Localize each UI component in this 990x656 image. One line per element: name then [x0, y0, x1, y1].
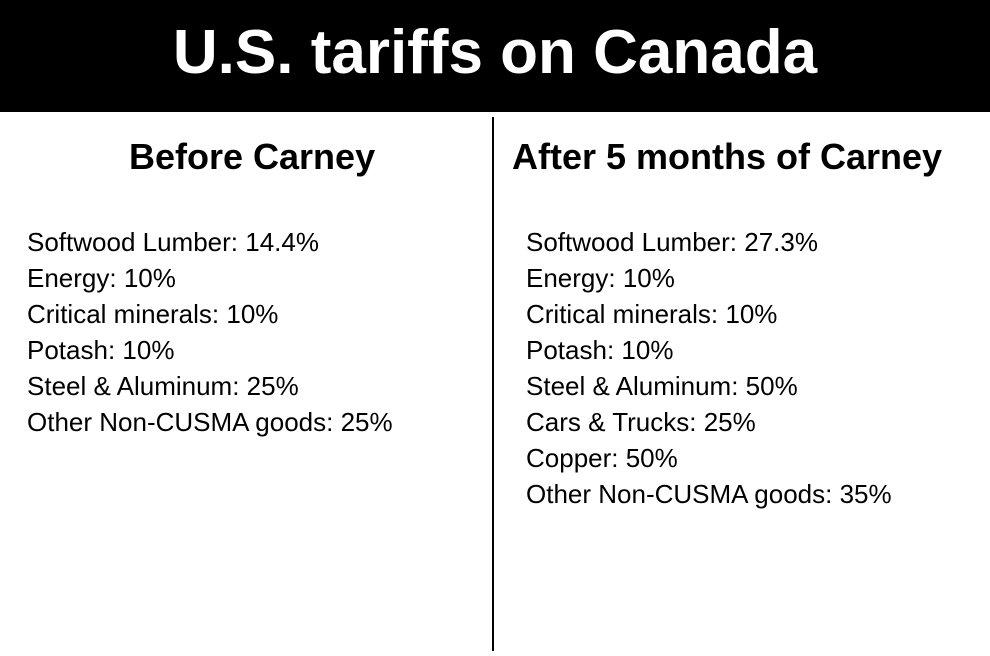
after-tariff-item: Softwood Lumber: 27.3% — [526, 227, 818, 257]
page-title: U.S. tariffs on Canada — [172, 18, 818, 87]
after-tariff-item: Cars & Trucks: 25% — [526, 407, 756, 437]
after-tariff-item: Copper: 50% — [526, 443, 678, 473]
after-column: After 5 months of Carney Softwood Lumber… — [494, 136, 990, 510]
before-tariff-item: Potash: 10% — [27, 335, 175, 365]
before-column: Before Carney Softwood Lumber: 14.4% Ene… — [0, 136, 492, 438]
after-tariff-item: Other Non-CUSMA goods: 35% — [526, 479, 892, 509]
before-tariff-item: Energy: 10% — [27, 263, 176, 293]
before-tariff-item: Steel & Aluminum: 25% — [27, 371, 299, 401]
after-tariff-item: Critical minerals: 10% — [526, 299, 778, 329]
before-tariff-item: Softwood Lumber: 14.4% — [27, 227, 319, 257]
before-tariff-list: Softwood Lumber: 14.4% Energy: 10% Criti… — [27, 224, 393, 440]
after-tariff-item: Energy: 10% — [526, 263, 675, 293]
after-tariff-list: Softwood Lumber: 27.3% Energy: 10% Criti… — [526, 224, 892, 512]
column-divider — [492, 117, 494, 651]
title-banner: U.S. tariffs on Canada — [0, 0, 990, 112]
before-heading: Before Carney — [129, 136, 376, 177]
after-tariff-item: Potash: 10% — [526, 335, 674, 365]
after-tariff-item: Steel & Aluminum: 50% — [526, 371, 798, 401]
after-heading: After 5 months of Carney — [512, 136, 943, 177]
before-tariff-item: Other Non-CUSMA goods: 25% — [27, 407, 393, 437]
before-tariff-item: Critical minerals: 10% — [27, 299, 279, 329]
